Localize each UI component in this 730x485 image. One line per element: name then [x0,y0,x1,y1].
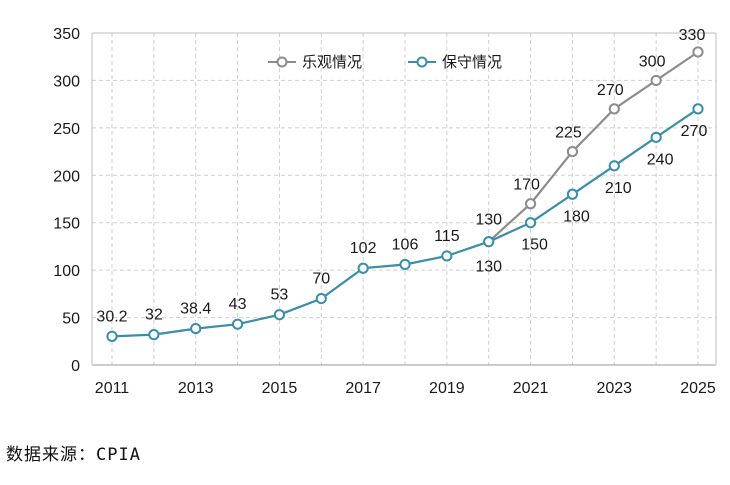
data-point-1 [608,160,620,172]
data-point-1 [315,293,327,305]
data-point-1 [441,250,453,262]
x-tick-label: 2017 [345,380,381,397]
legend-label-optimistic: 乐观情况 [302,53,362,71]
grid [91,32,717,366]
data-point-1 [273,309,286,321]
data-point-0 [608,103,620,115]
y-tick-label: 150 [53,216,80,233]
x-tick-label: 2013 [178,380,214,397]
data-label: 130 [475,212,502,229]
data-point-1 [399,258,411,271]
data-label: 106 [392,236,419,253]
data-label: 270 [597,82,624,99]
data-point-1 [190,322,202,335]
x-tick-label: 2015 [262,380,298,397]
x-tick-label: 2023 [596,380,632,397]
data-label: 270 [681,123,708,140]
data-point-1 [692,103,704,115]
data-point-1 [148,329,160,341]
data-point-0 [692,46,704,58]
y-axis: 0 50 100 150 200 250 300 350 [53,26,80,375]
x-tick-label: 2011 [95,380,130,397]
data-label: 170 [513,177,540,194]
data-label: 102 [350,240,377,257]
data-labels: 30.2 32 38.4 43 53 70 102 106 115 130 150 180 210 240… [96,27,707,325]
source-note: 数据来源：CPIA [6,445,141,465]
data-point-1 [231,318,244,330]
x-tick-label: 2021 [513,380,549,397]
y-tick-label: 50 [62,311,80,328]
y-tick-label: 200 [53,168,80,185]
data-point-1 [357,262,369,274]
data-point-1 [106,330,118,342]
x-axis: 2011 2013 2015 2017 2019 2021 2023 2025 [95,380,716,397]
data-label: 30.2 [96,308,127,325]
data-label: 225 [555,125,582,142]
series-line-0 [487,51,699,243]
data-label: 130 [475,259,502,276]
data-label: 43 [229,296,247,313]
y-tick-label: 100 [53,263,80,280]
data-point-1 [483,236,495,248]
y-tick-label: 350 [53,26,80,43]
legend: 乐观情况 保守情况 [268,53,502,71]
legend-item-conservative: 保守情况 [408,53,502,71]
y-tick-label: 0 [71,358,80,375]
data-label: 53 [271,287,289,304]
y-tick-label: 250 [53,121,80,138]
data-point-0 [566,145,579,158]
data-label: 210 [605,180,632,197]
data-label: 70 [312,271,330,288]
x-tick-label: 2025 [680,380,716,397]
y-tick-label: 300 [53,73,80,90]
data-label: 32 [145,307,163,324]
data-label: 330 [679,27,706,44]
legend-label-conservative: 保守情况 [442,53,502,71]
data-label: 115 [434,228,460,245]
series-points [106,46,704,342]
data-point-0 [524,198,537,210]
data-point-1 [524,217,537,229]
data-label: 240 [647,151,674,168]
data-point-0 [650,74,662,87]
data-point-1 [566,188,579,200]
data-label: 38.4 [180,301,211,318]
x-tick-label: 2019 [429,380,465,397]
data-label: 180 [563,208,590,225]
legend-item-optimistic: 乐观情况 [268,53,362,71]
data-point-1 [650,131,662,143]
data-label: 300 [639,53,666,70]
data-label: 150 [521,237,548,254]
